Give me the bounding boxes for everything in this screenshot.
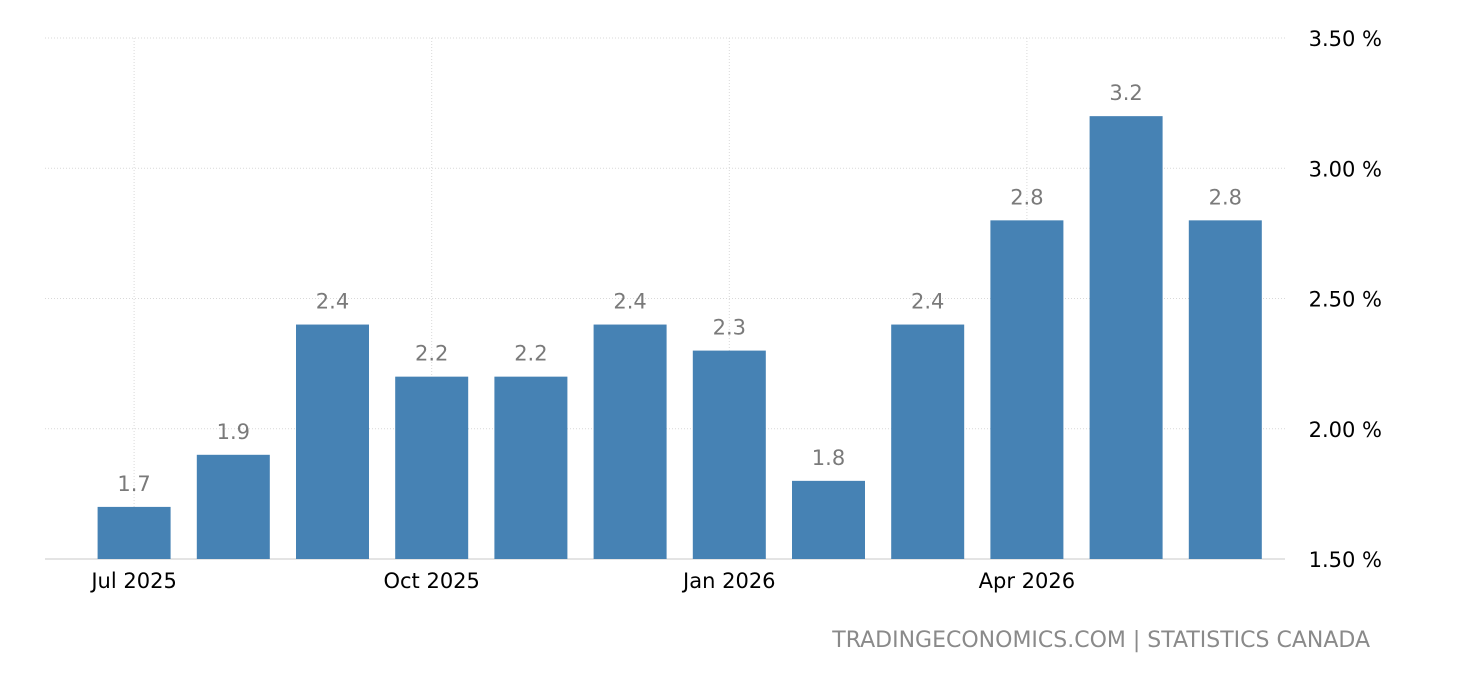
x-tick-label: Apr 2026 [979, 569, 1075, 593]
y-tick-label: 3.00 % [1309, 157, 1382, 181]
y-tick-label: 2.50 % [1309, 288, 1382, 312]
bar-sep-2025 [296, 324, 369, 559]
data-label: 2.8 [1209, 185, 1242, 209]
x-tick-label: Oct 2025 [383, 569, 479, 593]
y-axis-tick-labels: 1.50 % 2.00 % 2.50 % 3.00 % 3.50 % [1309, 27, 1382, 572]
data-label: 2.4 [316, 290, 349, 314]
y-tick-label: 1.50 % [1309, 548, 1382, 572]
y-tick-label: 2.00 % [1309, 418, 1382, 442]
bar-nov-2025 [494, 376, 568, 559]
bar-feb-2026 [792, 480, 865, 559]
bar-mar-2026 [891, 324, 965, 559]
data-label: 2.4 [613, 290, 646, 314]
data-label: 2.3 [713, 316, 746, 340]
data-label: 2.2 [514, 342, 547, 366]
x-tick-label: Jan 2026 [681, 569, 776, 593]
data-label: 2.4 [911, 290, 944, 314]
bar-may-2026 [1089, 116, 1163, 560]
x-axis-tick-labels: Jul 2025 Oct 2025 Jan 2026 Apr 2026 [89, 569, 1075, 593]
y-tick-label: 3.50 % [1309, 27, 1382, 51]
bar-jun-2026 [1188, 220, 1262, 559]
source-credit: TRADINGECONOMICS.COM | STATISTICS CANADA [832, 628, 1370, 653]
bar-jul-2025 [97, 506, 171, 559]
bars [97, 116, 1262, 560]
bar-aug-2025 [196, 454, 270, 559]
bar-apr-2026 [990, 220, 1064, 559]
bar-dec-2025 [593, 324, 667, 559]
data-label: 3.2 [1109, 81, 1142, 105]
data-label: 2.8 [1010, 185, 1043, 209]
data-label: 1.8 [812, 446, 845, 470]
bar-oct-2025 [395, 376, 469, 559]
data-labels: 1.7 1.9 2.4 2.2 2.2 2.4 2.3 1.8 2.4 2.8 3.2 2.8 [117, 81, 1242, 496]
data-label: 1.9 [217, 420, 250, 444]
bar-jan-2026 [692, 350, 766, 559]
data-label: 2.2 [415, 342, 448, 366]
data-label: 1.7 [117, 472, 150, 496]
x-tick-label: Jul 2025 [89, 569, 176, 593]
